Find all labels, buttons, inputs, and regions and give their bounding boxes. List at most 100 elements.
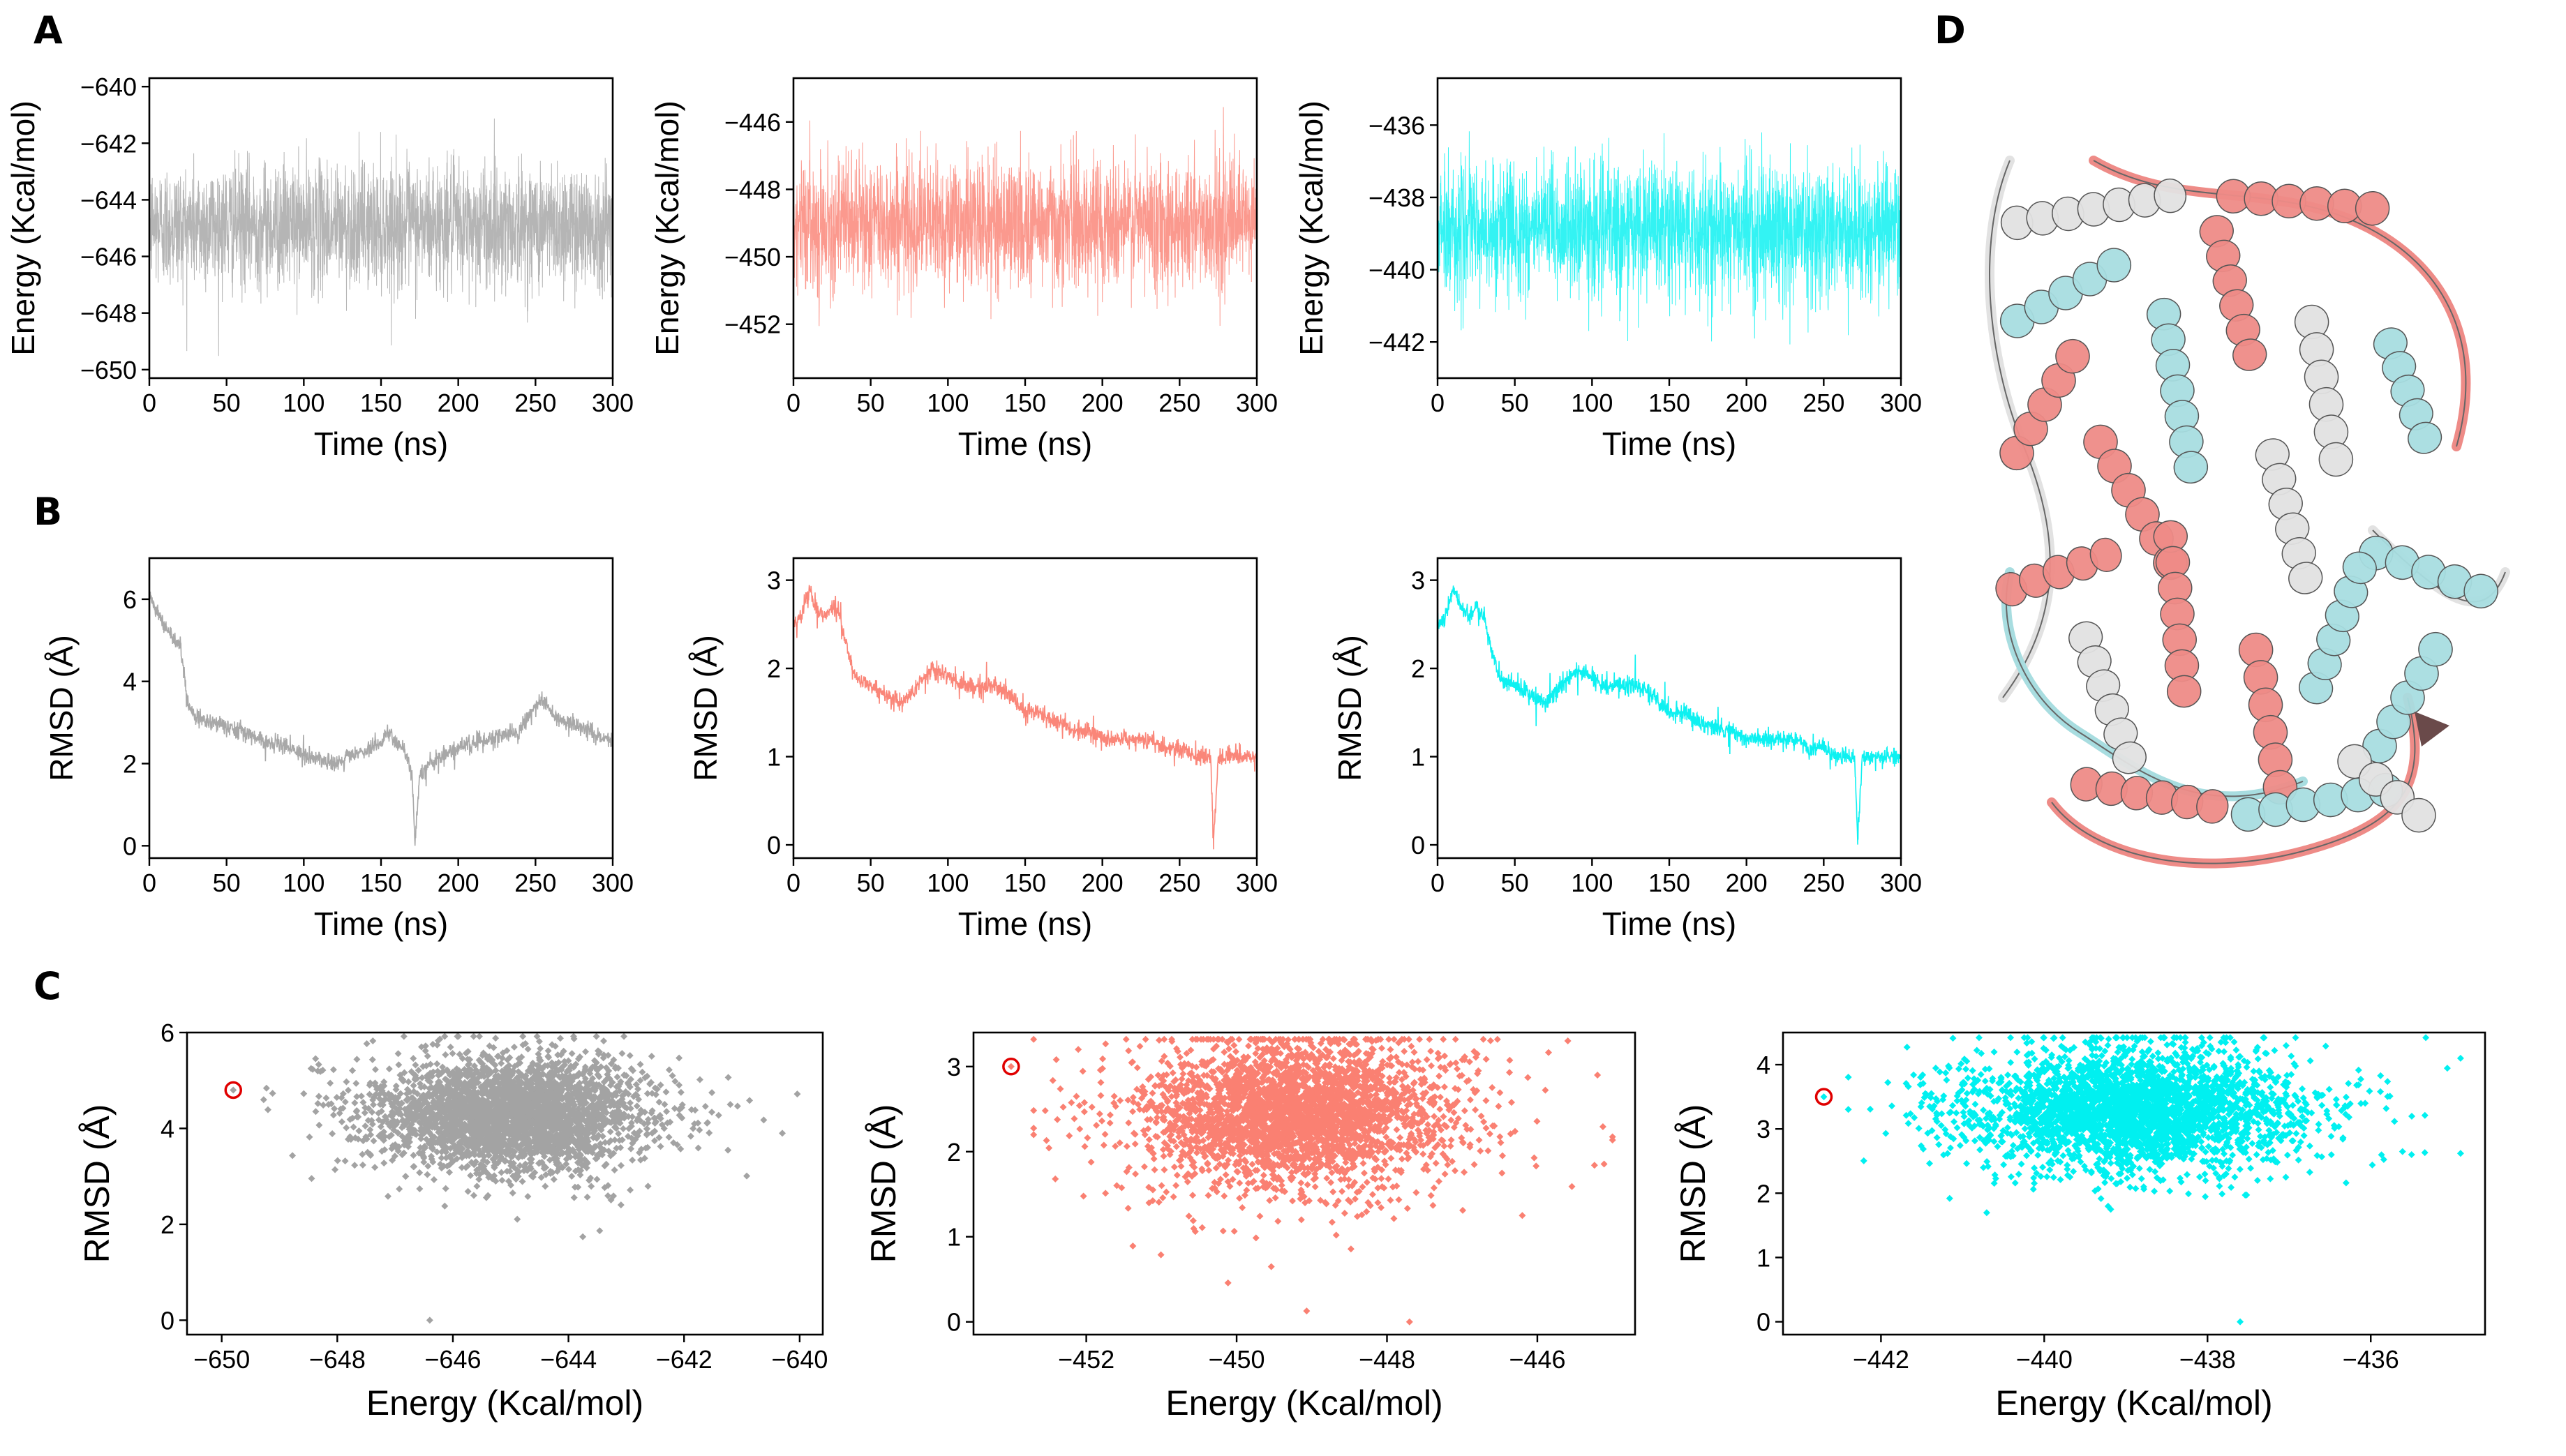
highlight-point (230, 1086, 237, 1094)
scatter-point (400, 1033, 408, 1040)
scatter-point (445, 1169, 453, 1176)
y-tick-label: −644 (80, 186, 137, 214)
scatter-point (1179, 1070, 1187, 1078)
scatter-point (648, 1053, 655, 1060)
x-tick-label: 300 (1880, 389, 1922, 417)
scatter-point (366, 1090, 373, 1098)
series-line-b3 (1437, 585, 1902, 845)
x-tick-label: 50 (1501, 389, 1529, 417)
scatter-point (429, 1040, 437, 1048)
y-tick-label: −448 (724, 175, 781, 204)
scatter-point (1599, 1123, 1606, 1130)
scatter-point (1101, 1130, 1109, 1138)
scatter-point (583, 1193, 591, 1201)
scatter-point (1459, 1206, 1467, 1214)
x-tick-label: −646 (424, 1345, 481, 1374)
scatter-point (467, 1171, 475, 1179)
y-tick-label: 2 (767, 654, 781, 683)
y-tick-label: −642 (80, 129, 137, 158)
scatter-point (353, 1056, 361, 1063)
scatter-point (696, 1076, 703, 1083)
scatter-point (300, 1090, 308, 1097)
series-line-a2 (793, 107, 1258, 327)
scatter-point (433, 1060, 441, 1067)
scatter-points-c1 (260, 1033, 801, 1324)
scatter-point (1363, 1178, 1371, 1186)
scatter-point (510, 1043, 518, 1051)
scatter-point (1423, 1056, 1431, 1063)
scatter-point (385, 1192, 392, 1200)
scatter-point (369, 1037, 377, 1045)
y-tick-label: −646 (80, 243, 137, 271)
scatter-point (1052, 1056, 1060, 1063)
scatter-point (1440, 1083, 1448, 1091)
scatter-point (454, 1033, 462, 1040)
scatter-point (1311, 1183, 1319, 1191)
scatter-point (570, 1194, 578, 1201)
scatter-point (345, 1086, 352, 1094)
scatter-point (1071, 1115, 1078, 1123)
scatter-point (306, 1133, 313, 1141)
scatter-point (371, 1066, 379, 1074)
y-tick-label: −436 (1368, 111, 1425, 140)
scatter-point (361, 1109, 368, 1117)
scatter-point (677, 1145, 685, 1153)
scatter-point (1133, 1064, 1141, 1072)
y-tick-label: 1 (767, 743, 781, 772)
scatter-point (1486, 1130, 1493, 1138)
x-tick-label: 0 (1431, 389, 1445, 417)
x-tick-label: 0 (786, 869, 800, 897)
scatter-point (1136, 1106, 1144, 1113)
scatter-point (1461, 1169, 1468, 1176)
scatter-point (327, 1079, 334, 1087)
scatter-point (733, 1102, 741, 1110)
scatter-point (341, 1157, 349, 1165)
scatter-point (430, 1176, 438, 1183)
scatter-point (363, 1040, 371, 1047)
x-tick-label: 200 (1726, 389, 1768, 417)
scatter-point (385, 1065, 393, 1073)
scatter-point (370, 1101, 378, 1109)
scatter-point (662, 1088, 670, 1096)
scatter-point (405, 1078, 412, 1086)
y-tick-label: −640 (80, 73, 137, 101)
scatter-point (343, 1078, 350, 1086)
scatter-point (1403, 1205, 1411, 1213)
scatter-point (524, 1192, 532, 1200)
series-line-a1 (149, 118, 613, 357)
scatter-point (1136, 1042, 1144, 1050)
scatter-point (1245, 1042, 1253, 1050)
scatter-point (1224, 1279, 1232, 1286)
scatter-point (1297, 1179, 1305, 1187)
scatter-point (329, 1066, 337, 1074)
scatter-point (1068, 1099, 1075, 1106)
scatter-point (1155, 1037, 1163, 1044)
x-tick-label: 250 (1803, 389, 1844, 417)
x-tick-label: 0 (142, 869, 156, 897)
y-axis-label: RMSD (Å) (1332, 635, 1368, 781)
scatter-point (537, 1044, 544, 1052)
scatter-point (519, 1033, 527, 1040)
scatter-point (1498, 1169, 1506, 1177)
y-tick-label: 0 (161, 1306, 174, 1335)
x-tick-label: 150 (360, 389, 402, 417)
x-tick-label: 300 (592, 389, 634, 417)
scatter-point (329, 1130, 336, 1138)
scatter-point (1204, 1192, 1212, 1199)
x-axis-label: Time (ns) (1602, 426, 1737, 462)
scatter-point (588, 1183, 595, 1190)
y-tick-label: −438 (1368, 183, 1425, 212)
x-tick-label: 300 (1236, 869, 1278, 897)
scatter-point (1097, 1092, 1105, 1099)
scatter-point (396, 1185, 403, 1193)
x-tick-label: 200 (438, 869, 479, 897)
scatter-point (329, 1111, 337, 1119)
scatter-point (626, 1099, 634, 1106)
scatter-point (1347, 1245, 1355, 1253)
scatter-point (410, 1082, 417, 1090)
scatter-point (1066, 1132, 1073, 1139)
x-tick-label: 150 (360, 869, 402, 897)
x-axis-label: Time (ns) (314, 426, 449, 462)
scatter-point (1498, 1152, 1506, 1159)
